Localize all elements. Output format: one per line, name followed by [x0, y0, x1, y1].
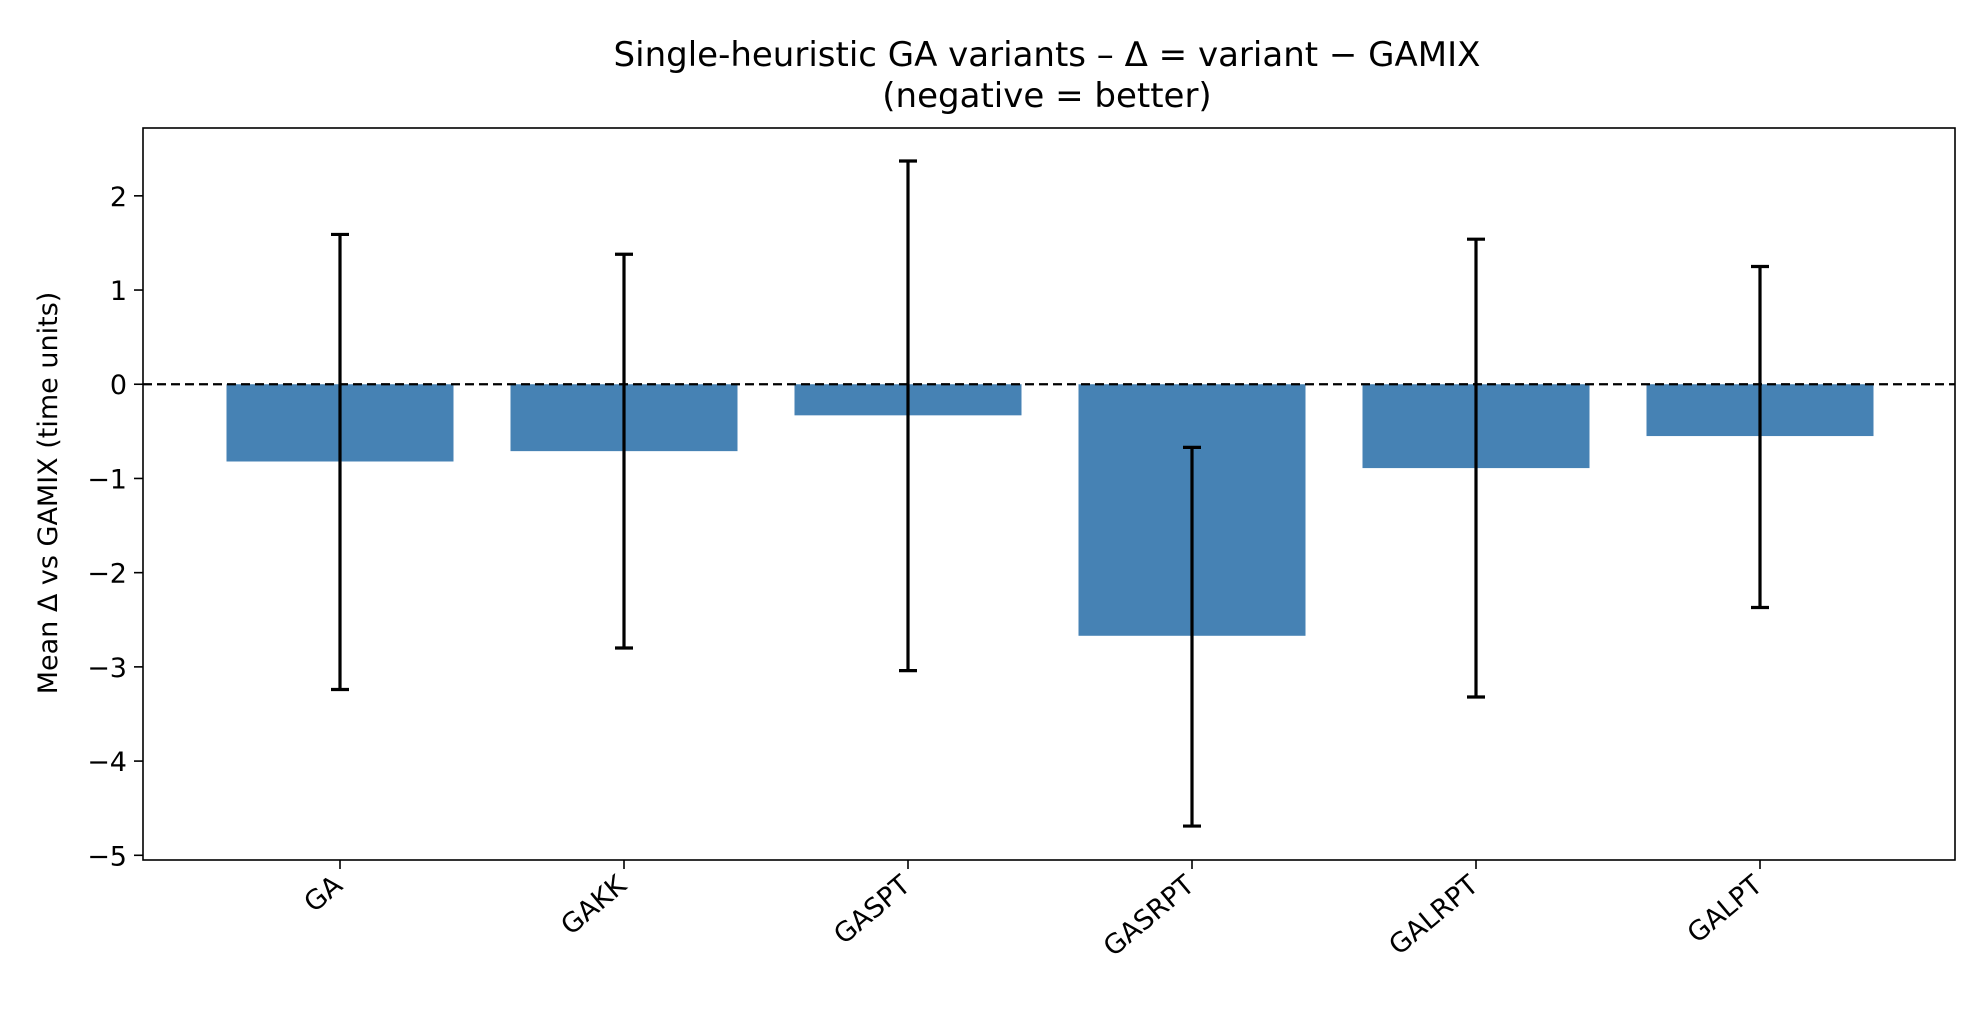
- y-axis-label: Mean Δ vs GAMIX (time units): [33, 292, 64, 695]
- y-tick-label: −2: [87, 559, 127, 590]
- x-tick-label: GASRPT: [1098, 869, 1201, 963]
- y-tick-label: −4: [87, 747, 127, 778]
- x-tick-label: GALPT: [1682, 869, 1769, 949]
- chart-subtitle: (negative = better): [882, 76, 1211, 116]
- y-tick-label: 1: [110, 276, 127, 307]
- axes-layer: [142, 127, 1956, 861]
- x-tick-label: GAKK: [555, 869, 633, 942]
- x-tick-label: GA: [298, 869, 349, 918]
- x-tick-label: GALRPT: [1383, 869, 1484, 961]
- y-tick-label: −5: [87, 841, 127, 872]
- error-bars-layer: [331, 159, 1769, 828]
- y-tick-label: −1: [87, 464, 127, 495]
- x-tick-label: GASPT: [828, 869, 917, 950]
- plot-frame: [142, 127, 1956, 861]
- x-ticks-layer: GA GAKK GASPT GASRPT GALRPT GALPT: [298, 860, 1769, 963]
- bars-layer: [226, 384, 1874, 636]
- y-ticks-layer: 2 1 0 −1 −2 −3 −4 −5: [87, 182, 143, 872]
- y-tick-label: −3: [87, 653, 127, 684]
- y-tick-label: 2: [110, 182, 127, 213]
- chart-title: Single-heuristic GA variants – Δ = varia…: [614, 35, 1481, 75]
- y-tick-label: 0: [110, 370, 127, 401]
